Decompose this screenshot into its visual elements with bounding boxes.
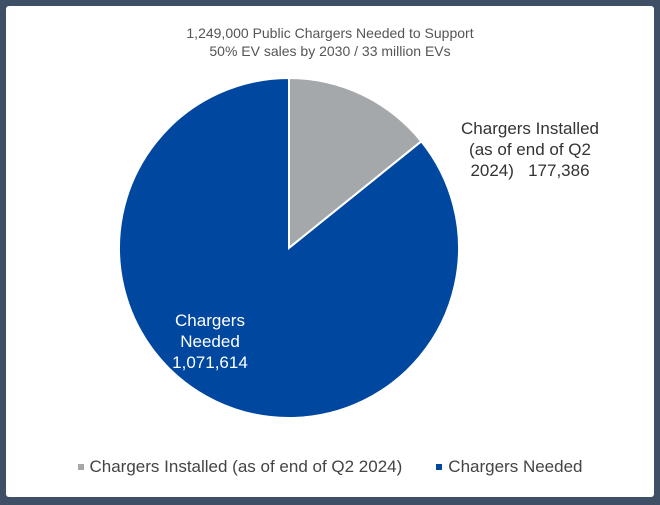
legend-swatch-needed — [436, 464, 443, 470]
label-line: Needed — [180, 332, 240, 351]
legend-item-installed: Chargers Installed (as of end of Q2 2024… — [77, 457, 403, 477]
label-line: (as of end of Q2 — [469, 140, 591, 159]
label-line: Chargers Installed — [461, 119, 599, 138]
label-line: Chargers — [175, 311, 245, 330]
legend-label: Chargers Installed (as of end of Q2 2024… — [89, 457, 403, 476]
slice-label-installed: Chargers Installed (as of end of Q2 2024… — [455, 118, 605, 181]
legend-label: Chargers Needed — [448, 457, 583, 476]
label-line: 2024) 177,386 — [470, 161, 590, 180]
legend-item-needed: Chargers Needed — [436, 457, 583, 477]
title-line-2: 50% EV sales by 2030 / 33 million EVs — [209, 43, 451, 59]
legend: Chargers Installed (as of end of Q2 2024… — [0, 457, 660, 477]
legend-swatch-installed — [77, 464, 84, 470]
slice-label-needed: Chargers Needed 1,071,614 — [160, 310, 260, 373]
pie-slice-1 — [118, 76, 460, 419]
label-line: 1,071,614 — [172, 353, 248, 372]
pie-slice-0 — [288, 76, 423, 251]
title-line-1: 1,249,000 Public Chargers Needed to Supp… — [186, 25, 474, 41]
chart-title: 1,249,000 Public Chargers Needed to Supp… — [0, 24, 660, 60]
